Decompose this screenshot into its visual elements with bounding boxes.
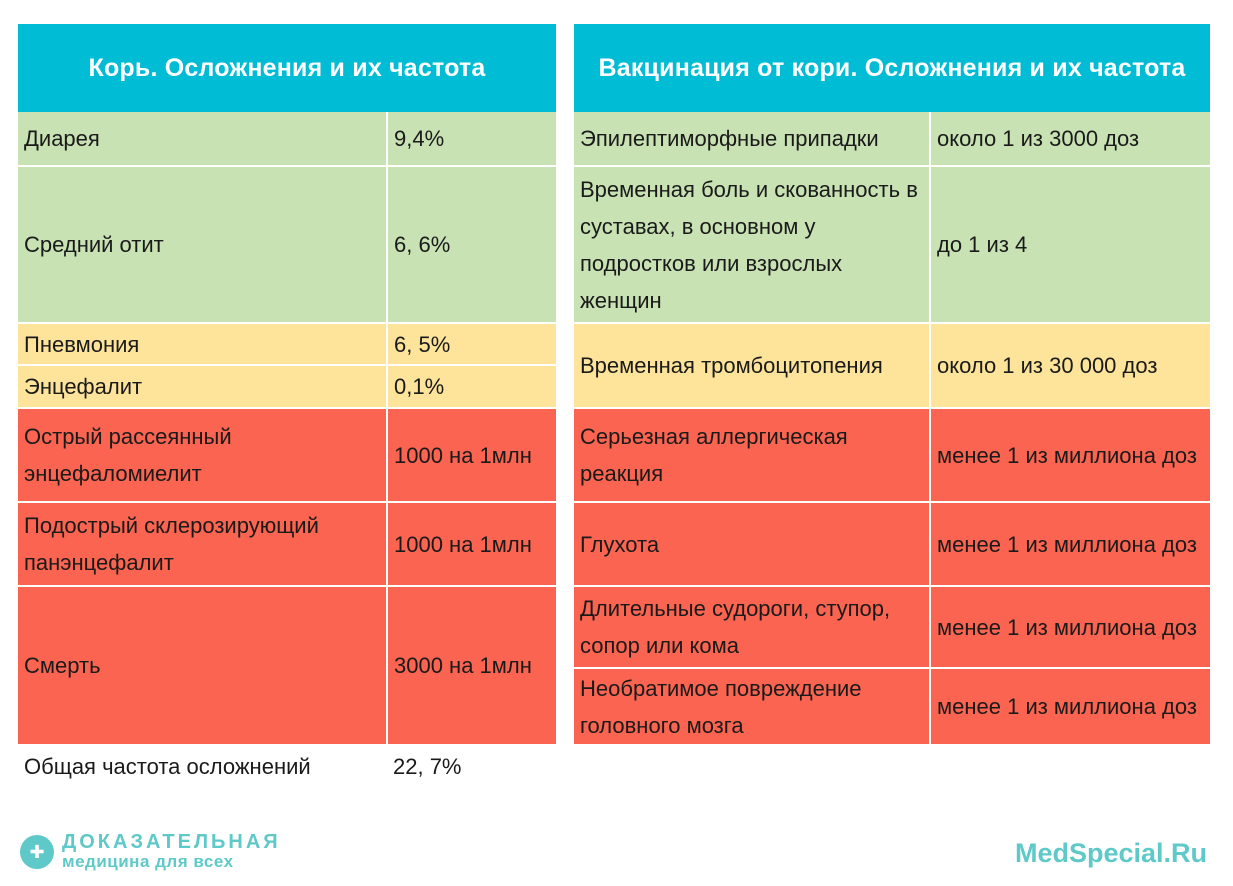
- row-value: менее 1 из миллиона доз: [930, 408, 1211, 503]
- row-value: менее 1 из миллиона доз: [930, 668, 1211, 746]
- row-label: Средний отит: [18, 166, 388, 324]
- row-value: 1000 на 1млн: [387, 502, 556, 587]
- row-label: Подострый склерозирующий панэнцефалит: [18, 502, 388, 587]
- row-value: менее 1 из миллиона доз: [930, 586, 1211, 669]
- table-row: Подострый склерозирующий панэнцефалит 10…: [18, 502, 556, 587]
- table-row: Энцефалит 0,1%: [18, 365, 556, 409]
- table-row: Длительные судороги, ступор, сопор или к…: [574, 586, 1211, 669]
- row-label: Энцефалит: [18, 365, 388, 409]
- row-label: Пневмония: [18, 323, 388, 366]
- row-value: 3000 на 1млн: [387, 586, 556, 746]
- table-row: Временная боль и скованность в суставах,…: [574, 166, 1211, 324]
- row-label: Эпилептиморфные припадки: [574, 112, 931, 167]
- row-value: менее 1 из миллиона доз: [930, 502, 1211, 587]
- row-label: Временная тромбоцитопения: [574, 323, 931, 409]
- table-row: Эпилептиморфные припадки около 1 из 3000…: [574, 112, 1211, 167]
- row-label: Длительные судороги, ступор, сопор или к…: [574, 586, 931, 669]
- row-label: Глухота: [574, 502, 931, 587]
- row-value: 9,4%: [387, 112, 556, 167]
- row-value: 6, 6%: [387, 166, 556, 324]
- total-label: Общая частота осложнений: [18, 745, 387, 787]
- row-value: около 1 из 30 000 доз: [930, 323, 1211, 409]
- logo: ✚ ДОКАЗАТЕЛЬНАЯ медицина для всех: [20, 832, 281, 872]
- row-label: Необратимое повреждение головного мозга: [574, 668, 931, 746]
- row-value: 0,1%: [387, 365, 556, 409]
- row-value: до 1 из 4: [930, 166, 1211, 324]
- row-value: около 1 из 3000 доз: [930, 112, 1211, 167]
- table-row: Временная тромбоцитопения около 1 из 30 …: [574, 323, 1211, 409]
- vaccine-table-title: Вакцинация от кори. Осложнения и их част…: [574, 24, 1211, 112]
- logo-line1: ДОКАЗАТЕЛЬНАЯ: [62, 831, 281, 853]
- row-value: 1000 на 1млн: [387, 408, 556, 503]
- table-row: Диарея 9,4%: [18, 112, 556, 167]
- row-label: Серьезная аллергическая реакция: [574, 408, 931, 503]
- row-label: Смерть: [18, 586, 388, 746]
- row-label: Диарея: [18, 112, 388, 167]
- table-row: Серьезная аллергическая реакция менее 1 …: [574, 408, 1211, 503]
- total-value: 22, 7%: [387, 745, 556, 787]
- table-row: Средний отит 6, 6%: [18, 166, 556, 324]
- vaccine-complications-table: Вакцинация от кори. Осложнения и их част…: [574, 24, 1211, 746]
- heart-plus-icon: ✚: [20, 835, 54, 869]
- measles-complications-table: Корь. Осложнения и их частота Диарея 9,4…: [18, 24, 556, 787]
- row-label: Острый рассеянный энцефаломиелит: [18, 408, 388, 503]
- table-row: Острый рассеянный энцефаломиелит 1000 на…: [18, 408, 556, 503]
- measles-table-title: Корь. Осложнения и их частота: [18, 24, 556, 112]
- total-row: Общая частота осложнений 22, 7%: [18, 745, 556, 787]
- row-label: Временная боль и скованность в суставах,…: [574, 166, 931, 324]
- table-row: Необратимое повреждение головного мозга …: [574, 668, 1211, 746]
- table-row: Пневмония 6, 5%: [18, 323, 556, 366]
- row-value: 6, 5%: [387, 323, 556, 366]
- site-watermark: MedSpecial.Ru: [1014, 838, 1207, 868]
- logo-line2: медицина для всех: [62, 852, 234, 871]
- table-row: Смерть 3000 на 1млн: [18, 586, 556, 746]
- table-row: Глухота менее 1 из миллиона доз: [574, 502, 1211, 587]
